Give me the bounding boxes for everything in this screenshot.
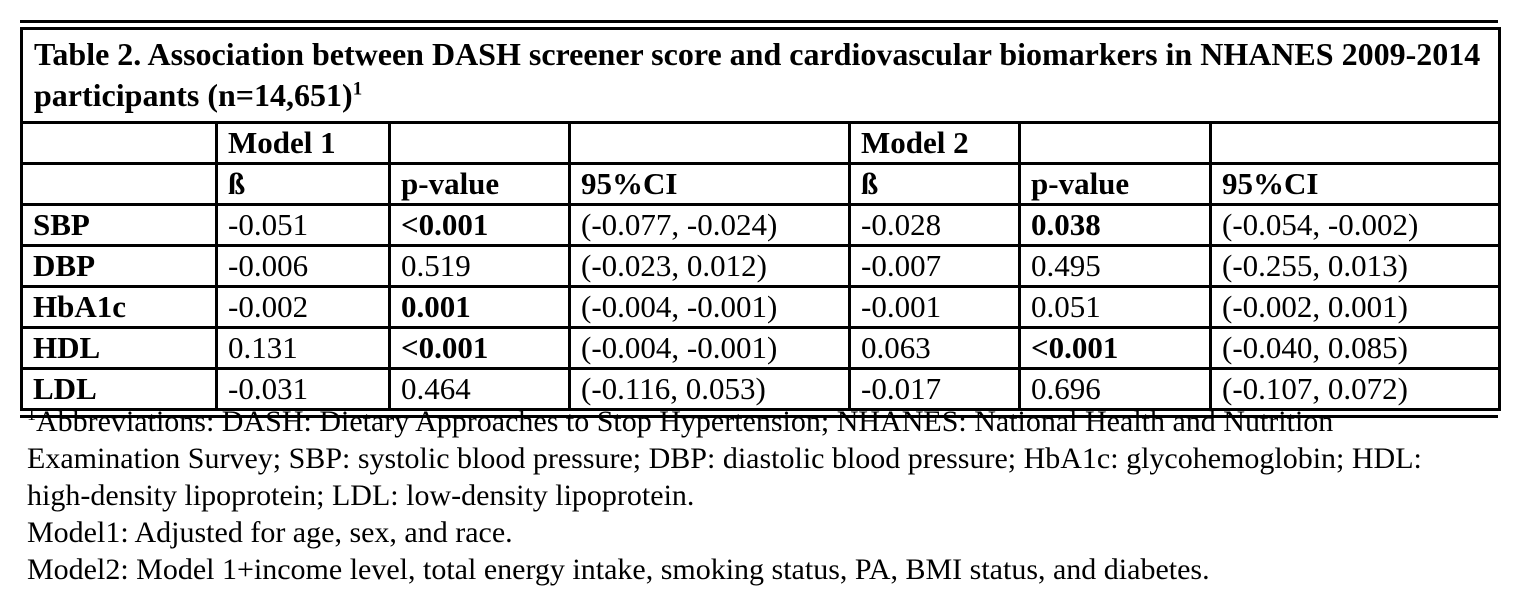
cell-m2-ci: (-0.054, -0.002) — [1208, 203, 1502, 247]
table-row-ldl: LDL -0.031 0.464 (-0.116, 0.053) -0.017 … — [20, 367, 1502, 411]
row-label: HbA1c — [20, 285, 218, 329]
cell-m1-ci: (-0.023, 0.012) — [568, 244, 851, 288]
cell-m2-ci: (-0.002, 0.001) — [1208, 285, 1502, 329]
empty-cell — [568, 121, 851, 165]
column-header-m2-ci: 95%CI — [1208, 162, 1502, 206]
cell-m2-beta: -0.001 — [848, 285, 1021, 329]
column-header-m1-pvalue: p-value — [388, 162, 571, 206]
column-header-m2-beta: ß — [848, 162, 1021, 206]
cell-m1-beta: 0.131 — [215, 326, 391, 370]
cell-m1-ci: (-0.004, -0.001) — [568, 285, 851, 329]
cell-m2-beta: -0.028 — [848, 203, 1021, 247]
table-title-text: Table 2. Association between DASH screen… — [34, 36, 1481, 113]
row-label: HDL — [20, 326, 218, 370]
row-label: DBP — [20, 244, 218, 288]
footnote-abbreviations-line2: Examination Survey; SBP: systolic blood … — [27, 442, 1422, 475]
cell-m2-ci: (-0.040, 0.085) — [1208, 326, 1502, 370]
cell-m1-ci: (-0.004, -0.001) — [568, 326, 851, 370]
empty-cell — [1018, 121, 1212, 165]
table-bottom-rule — [20, 415, 1498, 418]
cell-m1-pvalue: <0.001 — [388, 326, 571, 370]
cell-m1-beta: -0.031 — [215, 367, 391, 411]
cell-m2-pvalue: <0.001 — [1018, 326, 1212, 370]
table-container: Table 2. Association between DASH screen… — [19, 20, 1502, 418]
cell-m1-pvalue: 0.519 — [388, 244, 571, 288]
column-header-m2-pvalue: p-value — [1018, 162, 1212, 206]
cell-m2-pvalue: 0.051 — [1018, 285, 1212, 329]
cell-m1-beta: -0.006 — [215, 244, 391, 288]
cell-m2-ci: (-0.255, 0.013) — [1208, 244, 1502, 288]
table-top-rule — [20, 20, 1498, 23]
model1-header: Model 1 — [215, 121, 391, 165]
cell-m1-pvalue: 0.001 — [388, 285, 571, 329]
results-table: Table 2. Association between DASH screen… — [19, 27, 1502, 411]
cell-m2-pvalue: 0.038 — [1018, 203, 1212, 247]
model-header-row: Model 1 Model 2 — [20, 121, 1502, 165]
footnote-superscript: 1 — [27, 404, 36, 424]
footnote-model1: Model1: Adjusted for age, sex, and race. — [27, 516, 513, 549]
row-label: LDL — [20, 367, 218, 411]
column-header-row: ß p-value 95%CI ß p-value 95%CI — [20, 162, 1502, 206]
footnote-abbreviations-line1: 1Abbreviations: DASH: Dietary Approaches… — [27, 403, 1517, 440]
footnotes: 1Abbreviations: DASH: Dietary Approaches… — [27, 403, 1517, 588]
table-title-row: Table 2. Association between DASH screen… — [19, 27, 1502, 124]
column-header-m1-ci: 95%CI — [568, 162, 851, 206]
cell-m1-pvalue: 0.464 — [388, 367, 571, 411]
footnote-abbreviations-line3: high-density lipoprotein; LDL: low-densi… — [27, 479, 695, 512]
cell-m1-pvalue: <0.001 — [388, 203, 571, 247]
row-label: SBP — [20, 203, 218, 247]
cell-m2-beta: -0.007 — [848, 244, 1021, 288]
table-row-sbp: SBP -0.051 <0.001 (-0.077, -0.024) -0.02… — [20, 203, 1502, 247]
cell-m1-beta: -0.002 — [215, 285, 391, 329]
cell-m1-beta: -0.051 — [215, 203, 391, 247]
table-row-hdl: HDL 0.131 <0.001 (-0.004, -0.001) 0.063 … — [20, 326, 1502, 370]
cell-m2-beta: -0.017 — [848, 367, 1021, 411]
model2-header: Model 2 — [848, 121, 1021, 165]
cell-m2-ci: (-0.107, 0.072) — [1208, 367, 1502, 411]
cell-m2-pvalue: 0.696 — [1018, 367, 1212, 411]
table-row-hba1c: HbA1c -0.002 0.001 (-0.004, -0.001) -0.0… — [20, 285, 1502, 329]
table-row-dbp: DBP -0.006 0.519 (-0.023, 0.012) -0.007 … — [20, 244, 1502, 288]
cell-m2-pvalue: 0.495 — [1018, 244, 1212, 288]
cell-m1-ci: (-0.116, 0.053) — [568, 367, 851, 411]
table-title: Table 2. Association between DASH screen… — [19, 27, 1502, 124]
table-title-superscript: 1 — [352, 78, 363, 100]
footnote-model2: Model2: Model 1+income level, total ener… — [27, 553, 1210, 586]
footnote-text: Abbreviations: DASH: Dietary Approaches … — [36, 405, 1334, 438]
empty-cell — [1208, 121, 1502, 165]
cell-m2-beta: 0.063 — [848, 326, 1021, 370]
column-header-m1-beta: ß — [215, 162, 391, 206]
empty-cell — [20, 121, 218, 165]
empty-cell — [20, 162, 218, 206]
empty-cell — [388, 121, 571, 165]
cell-m1-ci: (-0.077, -0.024) — [568, 203, 851, 247]
